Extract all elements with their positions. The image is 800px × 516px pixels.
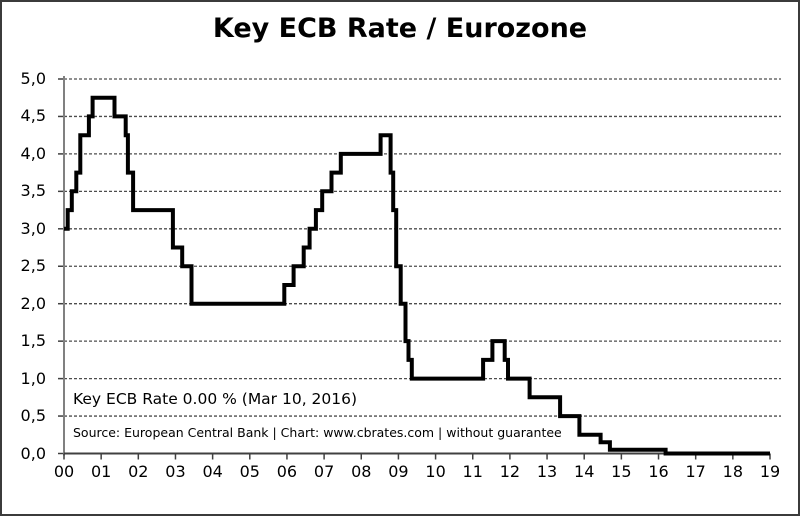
x-tick-label: 16 — [648, 461, 669, 481]
y-tick-label: 1,0 — [20, 368, 46, 388]
x-tick-label: 14 — [574, 461, 595, 481]
x-tick-label: 09 — [388, 461, 409, 481]
y-tick-label: 0,0 — [20, 443, 46, 463]
x-tick-label: 07 — [313, 461, 335, 481]
x-tick-label: 10 — [425, 461, 446, 481]
x-tick-label: 06 — [276, 461, 298, 481]
x-tick-label: 17 — [685, 461, 706, 481]
y-tick-label: 3,5 — [20, 181, 46, 201]
x-tick-label: 18 — [722, 461, 744, 481]
x-tick-label: 02 — [128, 461, 149, 481]
chart-title: Key ECB Rate / Eurozone — [212, 13, 588, 44]
y-tick-label: 3,0 — [20, 218, 46, 238]
y-tick-label: 4,5 — [20, 106, 46, 126]
source-credit: Source: European Central Bank | Chart: w… — [73, 425, 562, 440]
y-tick-label: 2,5 — [20, 256, 46, 276]
y-tick-label: 2,0 — [20, 293, 46, 313]
x-tick-label: 19 — [759, 461, 781, 481]
x-tick-label: 04 — [202, 461, 223, 481]
y-tick-label: 4,0 — [20, 143, 46, 163]
x-tick-label: 05 — [239, 461, 260, 481]
rate-step-line — [64, 95, 770, 456]
current-rate-annotation: Key ECB Rate 0.00 % (Mar 10, 2016) — [73, 390, 358, 408]
y-tick-label: 1,5 — [20, 331, 46, 351]
x-tick-label: 15 — [611, 461, 632, 481]
x-tick-label: 03 — [165, 461, 186, 481]
x-tick-label: 08 — [351, 461, 372, 481]
x-tick-label: 13 — [536, 461, 558, 481]
x-tick-label: 11 — [462, 461, 483, 481]
y-tick-label: 5,0 — [20, 69, 46, 88]
y-tick-label: 0,5 — [20, 406, 46, 426]
x-tick-label: 00 — [53, 461, 75, 481]
x-tick-label: 12 — [499, 461, 521, 481]
x-tick-label: 01 — [90, 461, 112, 481]
